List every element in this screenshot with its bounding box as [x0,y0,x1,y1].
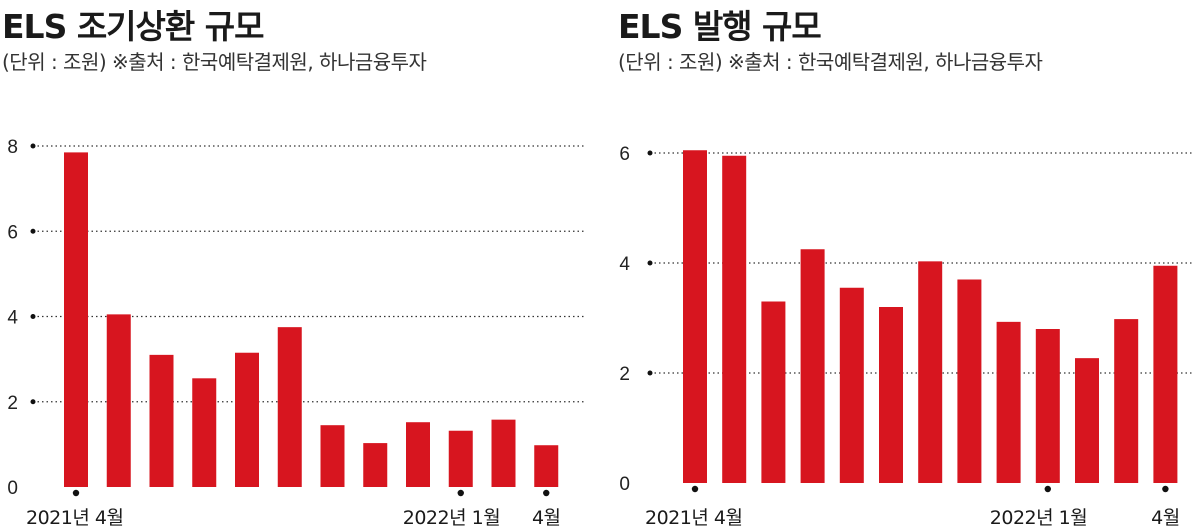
chart-subtitle: (단위 : 조원) ※출처 : 한국예탁결제원, 하나금융투자 [2,50,427,74]
y-tick-label: 4 [7,308,18,329]
bar [149,354,174,487]
y-tick-label: 2 [619,364,630,385]
x-tick-label: 2021년 4월 [26,507,123,529]
x-tick-dot [543,489,550,497]
bar [957,279,982,483]
bar [722,155,747,483]
y-tick-dot [647,370,653,376]
bar-chart-issuance: 0 2 4 6 2021년 4월 2022년 1월 4월 [619,144,1194,529]
bar [448,430,473,487]
chart-title: ELS 발행 규모 [618,7,822,46]
x-tick-label: 4월 [1151,507,1180,529]
x-tick-dot [1044,485,1051,493]
bar [1075,358,1099,483]
chart-panel-issuance: ELS 발행 규모 (단위 : 조원) ※출처 : 한국예탁결제원, 하나금융투… [610,0,1199,532]
bar [534,445,559,487]
x-tick-dot [457,489,464,497]
x-tick-label: 2022년 1월 [990,507,1087,529]
bar [64,152,88,488]
bar [406,422,430,487]
y-tick-label: 6 [619,144,630,165]
x-tick-label: 2021년 4월 [645,507,742,529]
y-tick-label: 8 [7,137,18,158]
x-tick-dot [72,489,80,497]
y-tick-dot [647,260,653,266]
y-tick-label: 6 [7,222,18,243]
x-tick-dot [691,485,699,493]
bar [839,287,864,483]
bar [320,425,345,487]
bar [277,327,302,487]
bar [1035,329,1060,483]
bar [918,261,943,483]
bar [235,352,259,487]
bar [761,301,786,483]
y-tick-dot [30,399,36,405]
x-tick-dot [1162,485,1169,493]
x-tick-label: 2022년 1월 [403,507,500,529]
bar [363,443,388,487]
bar [1114,319,1139,483]
bar [879,307,903,483]
chart-subtitle: (단위 : 조원) ※출처 : 한국예탁결제원, 하나금융투자 [618,50,1043,74]
bar [1153,265,1178,483]
bar [683,150,707,483]
bar [996,321,1021,483]
y-tick-dot [647,150,653,156]
bar [106,314,131,487]
y-tick-dot [30,228,36,234]
y-tick-dot [30,143,36,149]
y-tick-label: 2 [7,393,18,414]
bar [192,378,217,487]
bar [491,419,516,487]
x-tick-label: 4월 [532,507,561,529]
y-tick-label: 0 [619,474,630,495]
y-tick-label: 4 [619,254,630,275]
chart-title: ELS 조기상환 규모 [2,7,264,46]
bar [800,249,825,483]
y-tick-dot [30,314,36,319]
bar-chart-early-redemption: 0 2 4 6 8 2021년 4월 2022년 1월 4월 [7,137,584,529]
y-tick-label: 0 [7,478,18,499]
chart-panel-early-redemption: ELS 조기상환 규모 (단위 : 조원) ※출처 : 한국예탁결제원, 하나금… [2,7,584,529]
